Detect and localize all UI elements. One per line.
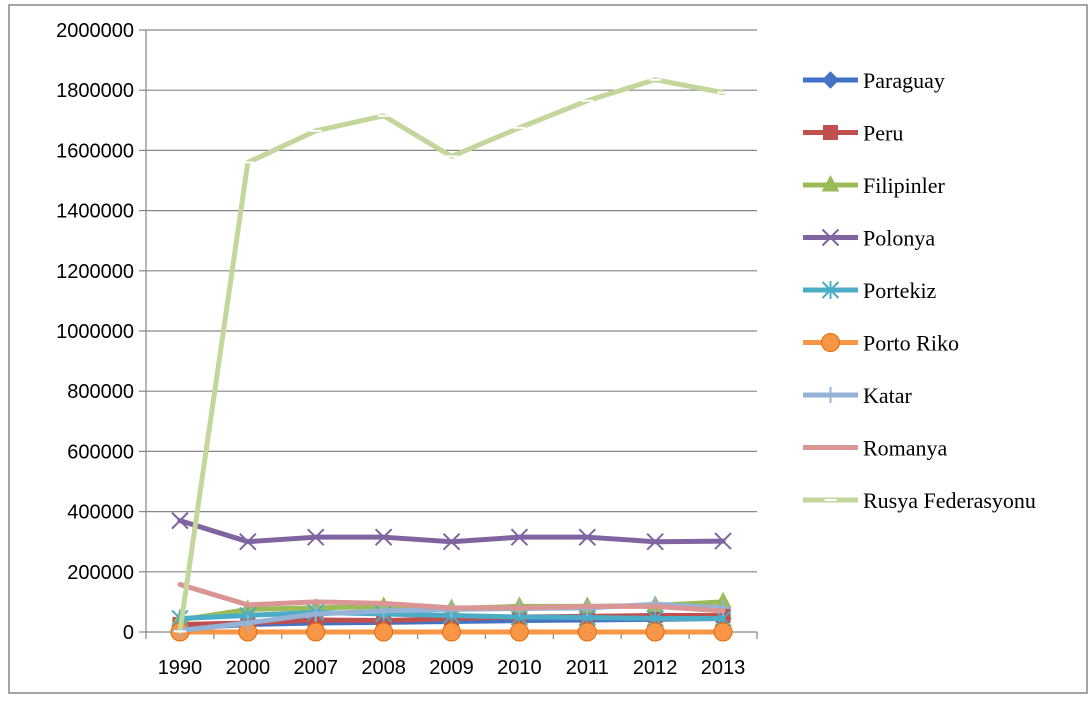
data-point — [239, 532, 257, 551]
y-tick-label: 1400000 — [56, 201, 134, 223]
x-tick-label: 2000 — [226, 657, 271, 679]
x-tick-label: 2007 — [293, 657, 338, 679]
legend-item: Romanya — [803, 436, 948, 461]
y-tick-label: 600000 — [67, 441, 134, 463]
legend-label: Rusya Federasyonu — [863, 488, 1036, 513]
data-point — [713, 622, 733, 642]
legend-marker — [821, 174, 840, 192]
legend-item: Portekiz — [803, 278, 937, 303]
x-axis-tick-labels: 1990 2000 2007 2008 2009 2010 2011 2012 2013 — [158, 657, 746, 679]
series-line — [177, 581, 726, 614]
data-point — [509, 622, 529, 642]
y-tick-label: 1000000 — [56, 321, 134, 343]
data-point — [578, 528, 596, 546]
data-point — [374, 622, 394, 642]
legend-item: Polonya — [803, 226, 935, 251]
y-tick-label: 200000 — [67, 562, 134, 584]
legend-marker — [821, 281, 840, 299]
y-axis-tick-labels: 0 200000 400000 600000 800000 1000000 1200000 1… — [56, 20, 134, 644]
x-tick-label: 2013 — [701, 657, 746, 679]
legend-marker — [821, 228, 840, 247]
data-point — [239, 614, 256, 631]
legend-label: Filipinler — [863, 173, 946, 198]
legend-item: Filipinler — [803, 173, 946, 198]
y-tick-label: 1600000 — [56, 140, 134, 162]
legend-item: Paraguay — [803, 68, 945, 93]
legend-label: Porto Riko — [863, 331, 959, 356]
data-point — [645, 622, 665, 642]
legend-item: Rusya Federasyonu — [803, 488, 1036, 513]
data-point — [307, 605, 324, 622]
legend: Paraguay Peru Filipinler Polonya Portekiz Por… — [803, 68, 1036, 513]
series-romanya — [177, 581, 726, 614]
legend-item: Peru — [803, 121, 903, 146]
x-tick-label: 2008 — [361, 657, 406, 679]
y-tick-label: 800000 — [67, 381, 134, 403]
legend-label: Peru — [863, 121, 903, 146]
x-tick-label: 1990 — [158, 657, 203, 679]
x-tick-label: 2009 — [429, 657, 474, 679]
legend-label: Romanya — [863, 436, 948, 461]
legend-item: Katar — [803, 383, 913, 408]
data-point — [577, 622, 597, 642]
gridlines — [146, 29, 757, 573]
data-point — [171, 511, 189, 530]
series-polonya — [171, 511, 732, 551]
data-point — [510, 528, 529, 546]
y-tick-label: 0 — [123, 622, 134, 644]
legend-marker — [822, 387, 839, 403]
data-point — [306, 622, 326, 642]
legend-marker — [823, 125, 838, 140]
data-point — [442, 622, 461, 642]
series-lines — [170, 77, 733, 642]
y-tick-label: 1800000 — [56, 80, 134, 102]
x-tick-label: 2012 — [633, 657, 678, 679]
y-tick-label: 1200000 — [56, 261, 134, 283]
legend-item: Porto Riko — [803, 331, 959, 356]
x-tick-label: 2010 — [497, 657, 542, 679]
legend-marker — [821, 71, 840, 89]
y-tick-label: 2000000 — [56, 20, 134, 42]
legend-label: Polonya — [863, 226, 935, 251]
data-point — [307, 528, 325, 546]
y-tick-label: 400000 — [67, 502, 134, 524]
data-point — [442, 532, 461, 551]
data-point — [374, 528, 393, 546]
data-point — [646, 532, 664, 551]
legend-label: Paraguay — [863, 68, 945, 93]
legend-label: Katar — [863, 383, 913, 408]
data-point — [714, 532, 732, 550]
legend-label: Portekiz — [863, 278, 937, 303]
series-rusya-federasyonu — [173, 77, 730, 634]
legend-marker — [821, 333, 840, 352]
x-tick-label: 2011 — [566, 657, 609, 679]
